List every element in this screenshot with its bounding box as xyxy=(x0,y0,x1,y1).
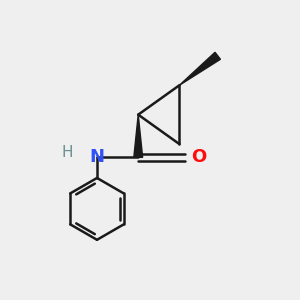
Polygon shape xyxy=(179,52,220,85)
Polygon shape xyxy=(134,115,142,158)
Text: O: O xyxy=(191,148,206,166)
Text: N: N xyxy=(89,148,104,166)
Text: H: H xyxy=(62,146,73,160)
